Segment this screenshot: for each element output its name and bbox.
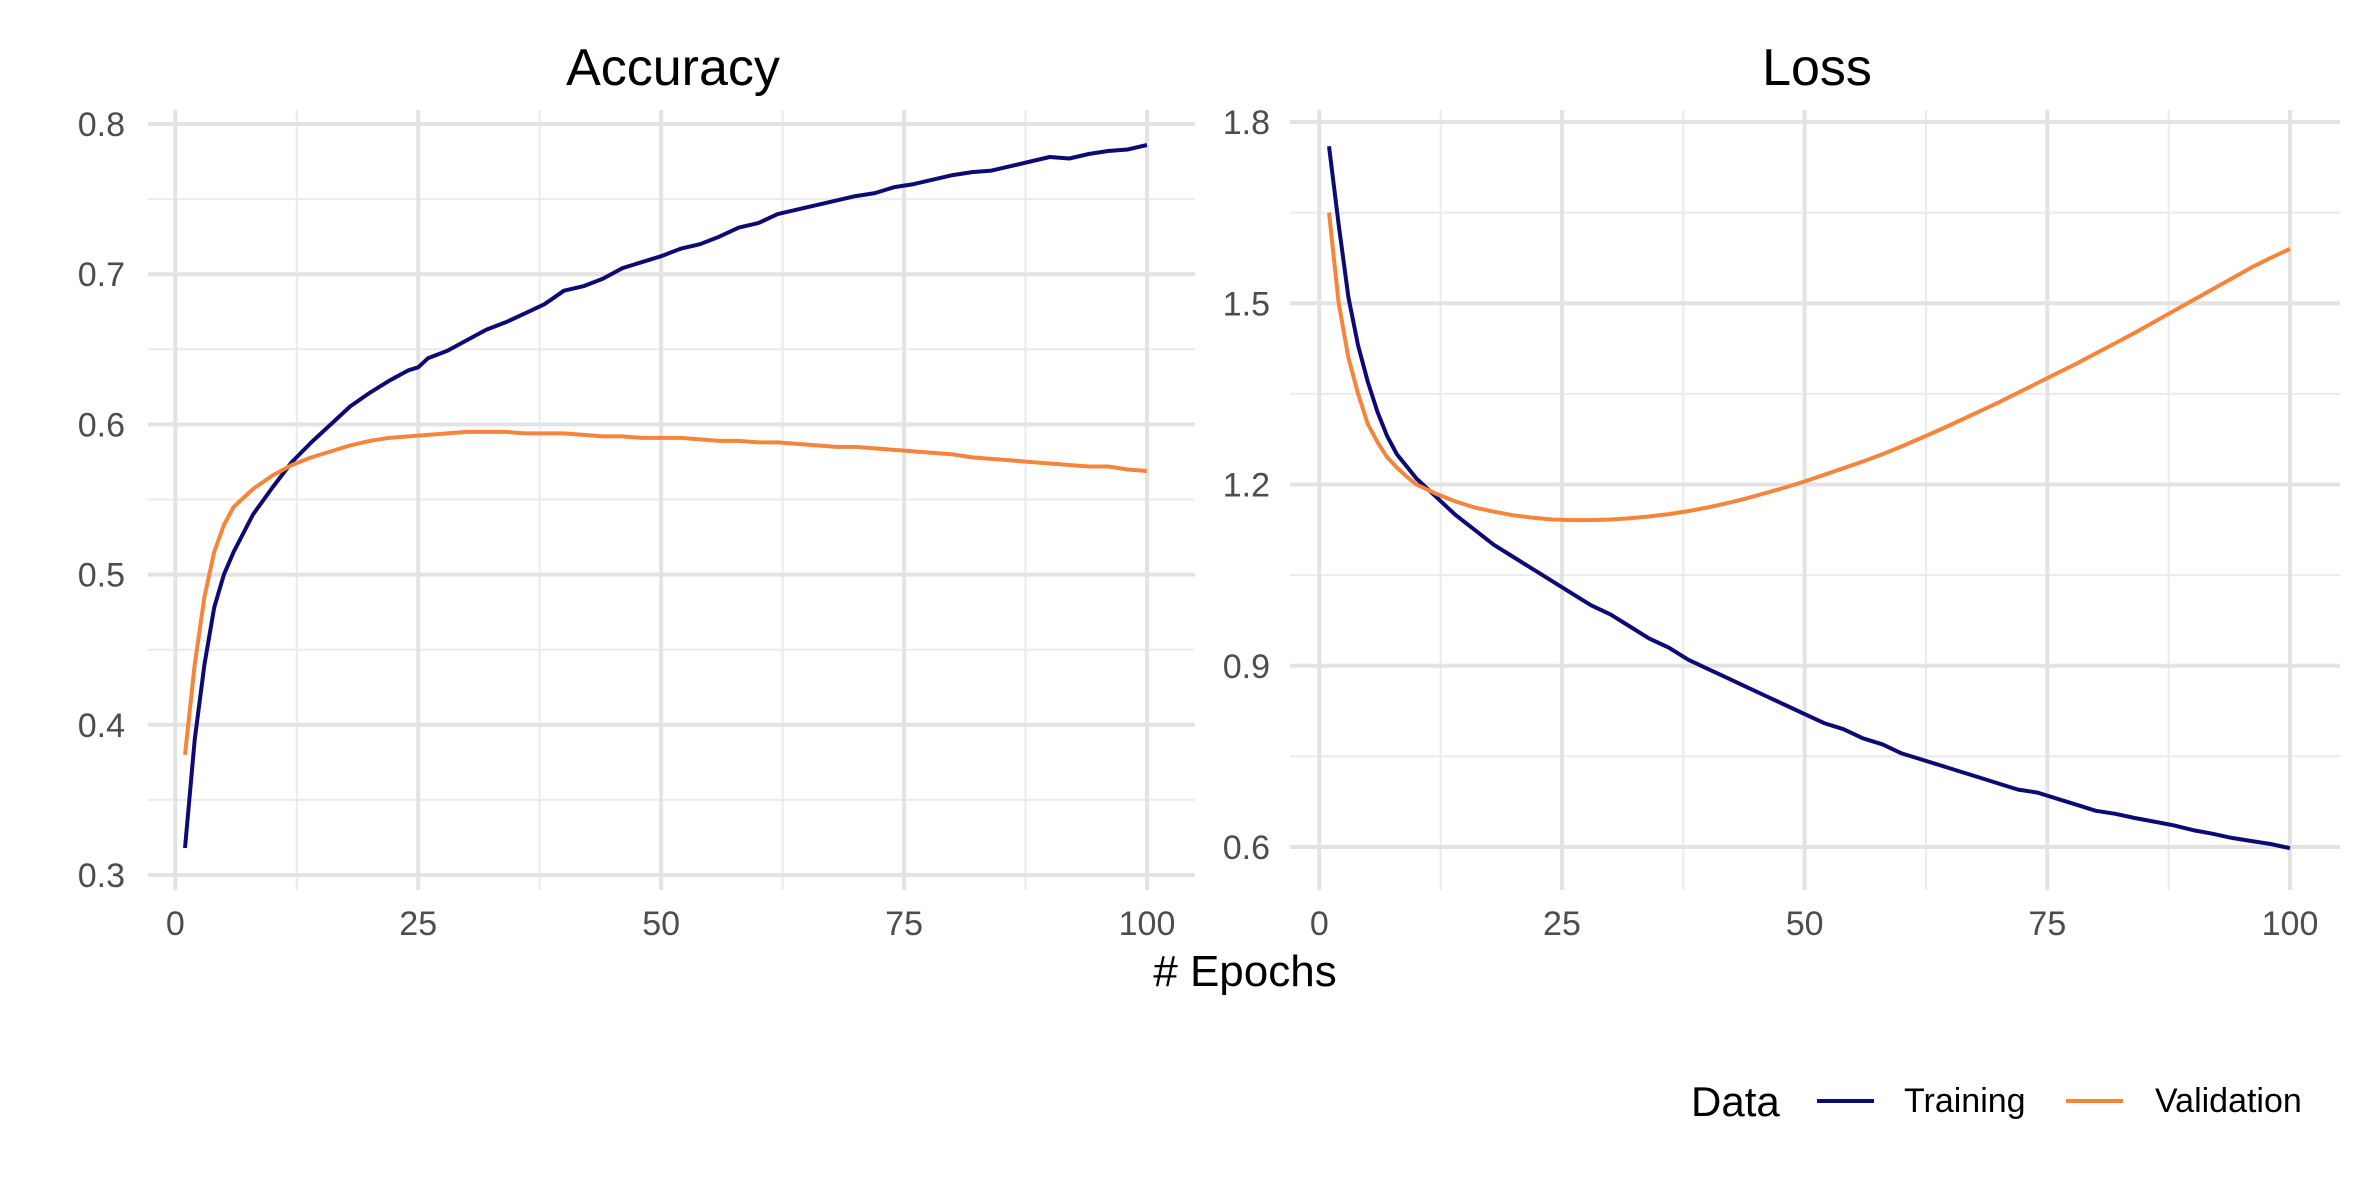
accuracy-series-training [183,143,1148,849]
accuracy-x-tick-label: 100 [1119,905,1176,943]
accuracy-x-tick-labels: 0 25 50 75 100 [166,905,1176,943]
loss-x-tick-labels: 0 25 50 75 100 [1310,905,2319,943]
loss-y-tick-label: 1.8 [1223,104,1270,142]
loss-y-tick-label: 1.2 [1223,467,1270,505]
loss-series-validation [1327,212,2291,523]
loss-x-tick-label: 50 [1786,905,1824,943]
loss-y-tick-label: 1.5 [1223,285,1270,323]
legend-title: Data [1691,1078,1780,1125]
accuracy-gridlines [148,110,1195,890]
accuracy-x-tick-label: 75 [885,905,923,943]
loss-x-tick-label: 0 [1310,905,1329,943]
loss-y-tick-label: 0.6 [1223,829,1270,867]
loss-x-tick-label: 100 [2262,905,2319,943]
loss-series-training [1327,145,2291,851]
legend: Data Training Validation [1691,1078,2302,1125]
loss-x-tick-label: 75 [2028,905,2066,943]
accuracy-y-tick-label: 0.6 [78,406,125,444]
legend-label-validation: Validation [2155,1082,2302,1120]
accuracy-y-tick-label: 0.5 [78,557,125,595]
legend-label-training: Training [1904,1082,2026,1120]
accuracy-x-tick-label: 25 [399,905,437,943]
loss-x-tick-label: 25 [1543,905,1581,943]
accuracy-panel: Accuracy 0.3 0.4 0.5 0.6 0.7 0.8 0 25 50 75 100 [78,39,1195,943]
accuracy-y-tick-label: 0.8 [78,106,125,144]
loss-series-lines [1327,145,2291,851]
accuracy-x-tick-label: 50 [642,905,680,943]
x-axis-title: # Epochs [1153,947,1336,996]
accuracy-y-tick-label: 0.4 [78,707,125,745]
accuracy-y-tick-labels: 0.3 0.4 0.5 0.6 0.7 0.8 [78,106,125,895]
accuracy-y-tick-label: 0.7 [78,256,125,294]
accuracy-panel-title: Accuracy [566,39,780,97]
accuracy-series-lines [183,143,1148,849]
accuracy-series-validation [183,429,1148,756]
loss-y-tick-label: 0.9 [1223,648,1270,686]
accuracy-x-tick-label: 0 [166,905,185,943]
loss-panel-title: Loss [1762,39,1872,97]
loss-panel: Loss 0.6 0.9 1.2 1.5 1.8 0 25 50 75 100 [1223,39,2340,943]
loss-y-tick-labels: 0.6 0.9 1.2 1.5 1.8 [1223,104,1270,867]
accuracy-y-tick-label: 0.3 [78,857,125,895]
